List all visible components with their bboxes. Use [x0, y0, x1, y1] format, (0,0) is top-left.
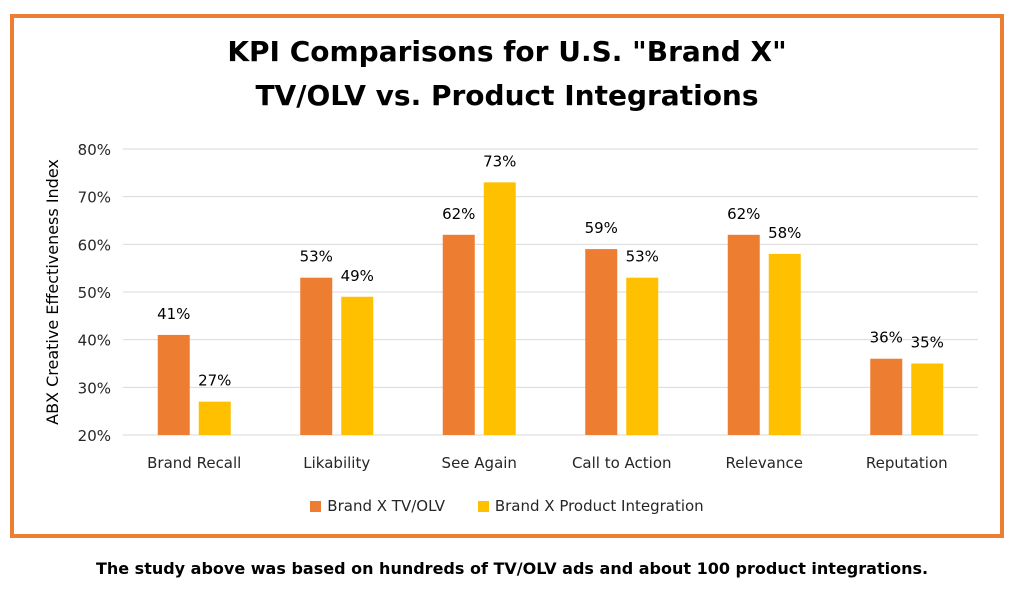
- data-label: 58%: [768, 224, 801, 242]
- legend-swatch-tv-olv: [310, 500, 322, 512]
- y-tick-label: 30%: [78, 379, 111, 397]
- y-tick-label: 70%: [78, 189, 111, 207]
- x-tick-label: Relevance: [726, 454, 803, 472]
- legend-item-tv-olv: Brand X TV/OLV: [310, 497, 445, 515]
- x-tick-label: See Again: [442, 454, 517, 472]
- y-tick-label: 50%: [78, 284, 111, 302]
- x-tick-label: Reputation: [866, 454, 948, 472]
- data-label: 27%: [198, 372, 231, 390]
- data-label: 59%: [585, 219, 618, 237]
- bar-product-integration-brand-recall: [198, 401, 231, 435]
- y-tick-label: 20%: [78, 427, 111, 445]
- y-tick-label: 60%: [78, 236, 111, 254]
- data-label: 49%: [341, 267, 374, 285]
- bar-product-integration-see-again: [483, 182, 516, 435]
- x-tick-label: Likability: [303, 454, 370, 472]
- data-label: 73%: [483, 152, 516, 170]
- y-axis-title: ABX Creative Effectiveness Index: [43, 159, 62, 425]
- legend-swatch-product-integration: [477, 500, 489, 512]
- data-label: 53%: [626, 248, 659, 266]
- bar-tv-olv-reputation: [870, 358, 903, 435]
- legend-label-product-integration: Brand X Product Integration: [494, 497, 704, 515]
- data-label: 41%: [157, 305, 190, 323]
- bar-tv-olv-relevance: [727, 234, 760, 435]
- data-label: 62%: [442, 205, 475, 223]
- bar-tv-olv-brand-recall: [157, 334, 190, 435]
- y-tick-label: 40%: [78, 332, 111, 350]
- chart-title-line-1: KPI Comparisons for U.S. "Brand X": [227, 35, 787, 68]
- legend-label-tv-olv: Brand X TV/OLV: [327, 497, 446, 515]
- data-label: 53%: [300, 248, 333, 266]
- chart-title: KPI Comparisons for U.S. "Brand X" TV/OL…: [10, 30, 1004, 118]
- data-label: 35%: [911, 334, 944, 352]
- bar-tv-olv-see-again: [442, 234, 475, 435]
- data-label: 62%: [727, 205, 760, 223]
- bar-product-integration-likability: [341, 296, 374, 435]
- x-tick-label: Brand Recall: [147, 454, 241, 472]
- y-tick-label: 80%: [78, 141, 111, 159]
- bar-tv-olv-call-to-action: [585, 249, 618, 435]
- data-label: 36%: [870, 329, 903, 347]
- chart-legend: Brand X TV/OLV Brand X Product Integrati…: [10, 497, 1004, 516]
- x-tick-label: Call to Action: [572, 454, 672, 472]
- study-caption: The study above was based on hundreds of…: [95, 559, 929, 578]
- bar-tv-olv-likability: [300, 277, 333, 435]
- legend-item-product-integration: Brand X Product Integration: [477, 497, 704, 515]
- bar-product-integration-relevance: [768, 253, 801, 435]
- chart-title-line-2: TV/OLV vs. Product Integrations: [255, 79, 759, 112]
- bar-product-integration-reputation: [911, 363, 944, 435]
- bar-product-integration-call-to-action: [626, 277, 659, 435]
